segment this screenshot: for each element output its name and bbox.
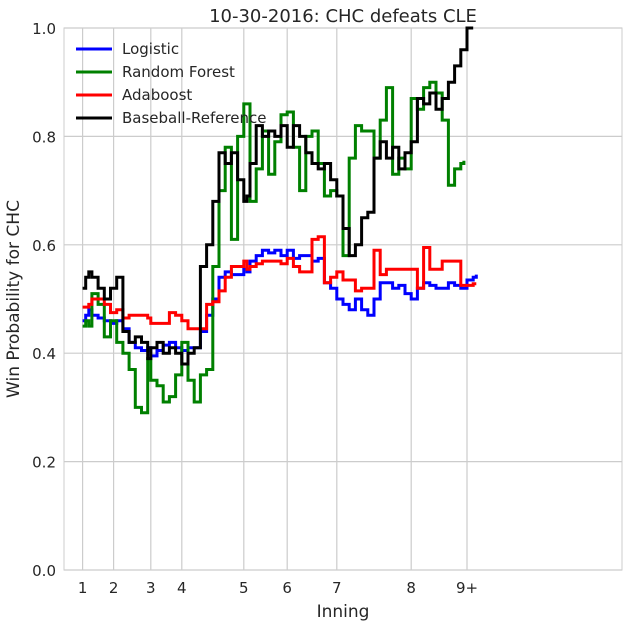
y-axis-label: Win Probability for CHC	[4, 200, 24, 398]
chart-title: 10-30-2016: CHC defeats CLE	[209, 6, 477, 27]
x-tick-label: 1	[78, 579, 88, 597]
y-tick-label: 0.4	[32, 345, 56, 363]
tick-layer: 0.0 0.2 0.4 0.6 0.8 1.0 1 2 3 4 5 6 7 8 9+	[32, 20, 478, 597]
series-line-adaboost	[82, 235, 477, 331]
legend: Logistic Random Forest Adaboost Baseball-Re…	[76, 40, 267, 127]
y-tick-label: 0.0	[32, 562, 56, 580]
series-layer	[82, 26, 478, 415]
x-tick-label: 4	[177, 579, 187, 597]
y-tick-label: 0.8	[32, 128, 56, 146]
x-tick-label: 3	[146, 579, 156, 597]
series-line-baseball-reference	[82, 26, 474, 366]
x-tick-label: 5	[239, 579, 249, 597]
legend-label: Baseball-Reference	[122, 109, 267, 127]
legend-label: Random Forest	[122, 63, 235, 81]
legend-label: Adaboost	[122, 86, 192, 104]
y-tick-label: 1.0	[32, 20, 56, 38]
x-tick-label: 2	[109, 579, 119, 597]
x-tick-label: 6	[282, 579, 292, 597]
legend-label: Logistic	[122, 40, 179, 58]
x-tick-label: 7	[332, 579, 342, 597]
x-tick-label: 9+	[456, 579, 478, 597]
y-tick-label: 0.6	[32, 237, 56, 255]
x-tick-label: 8	[406, 579, 416, 597]
x-axis-label: Inning	[317, 602, 370, 622]
y-tick-label: 0.2	[32, 454, 56, 472]
series-line-logistic	[82, 248, 478, 358]
